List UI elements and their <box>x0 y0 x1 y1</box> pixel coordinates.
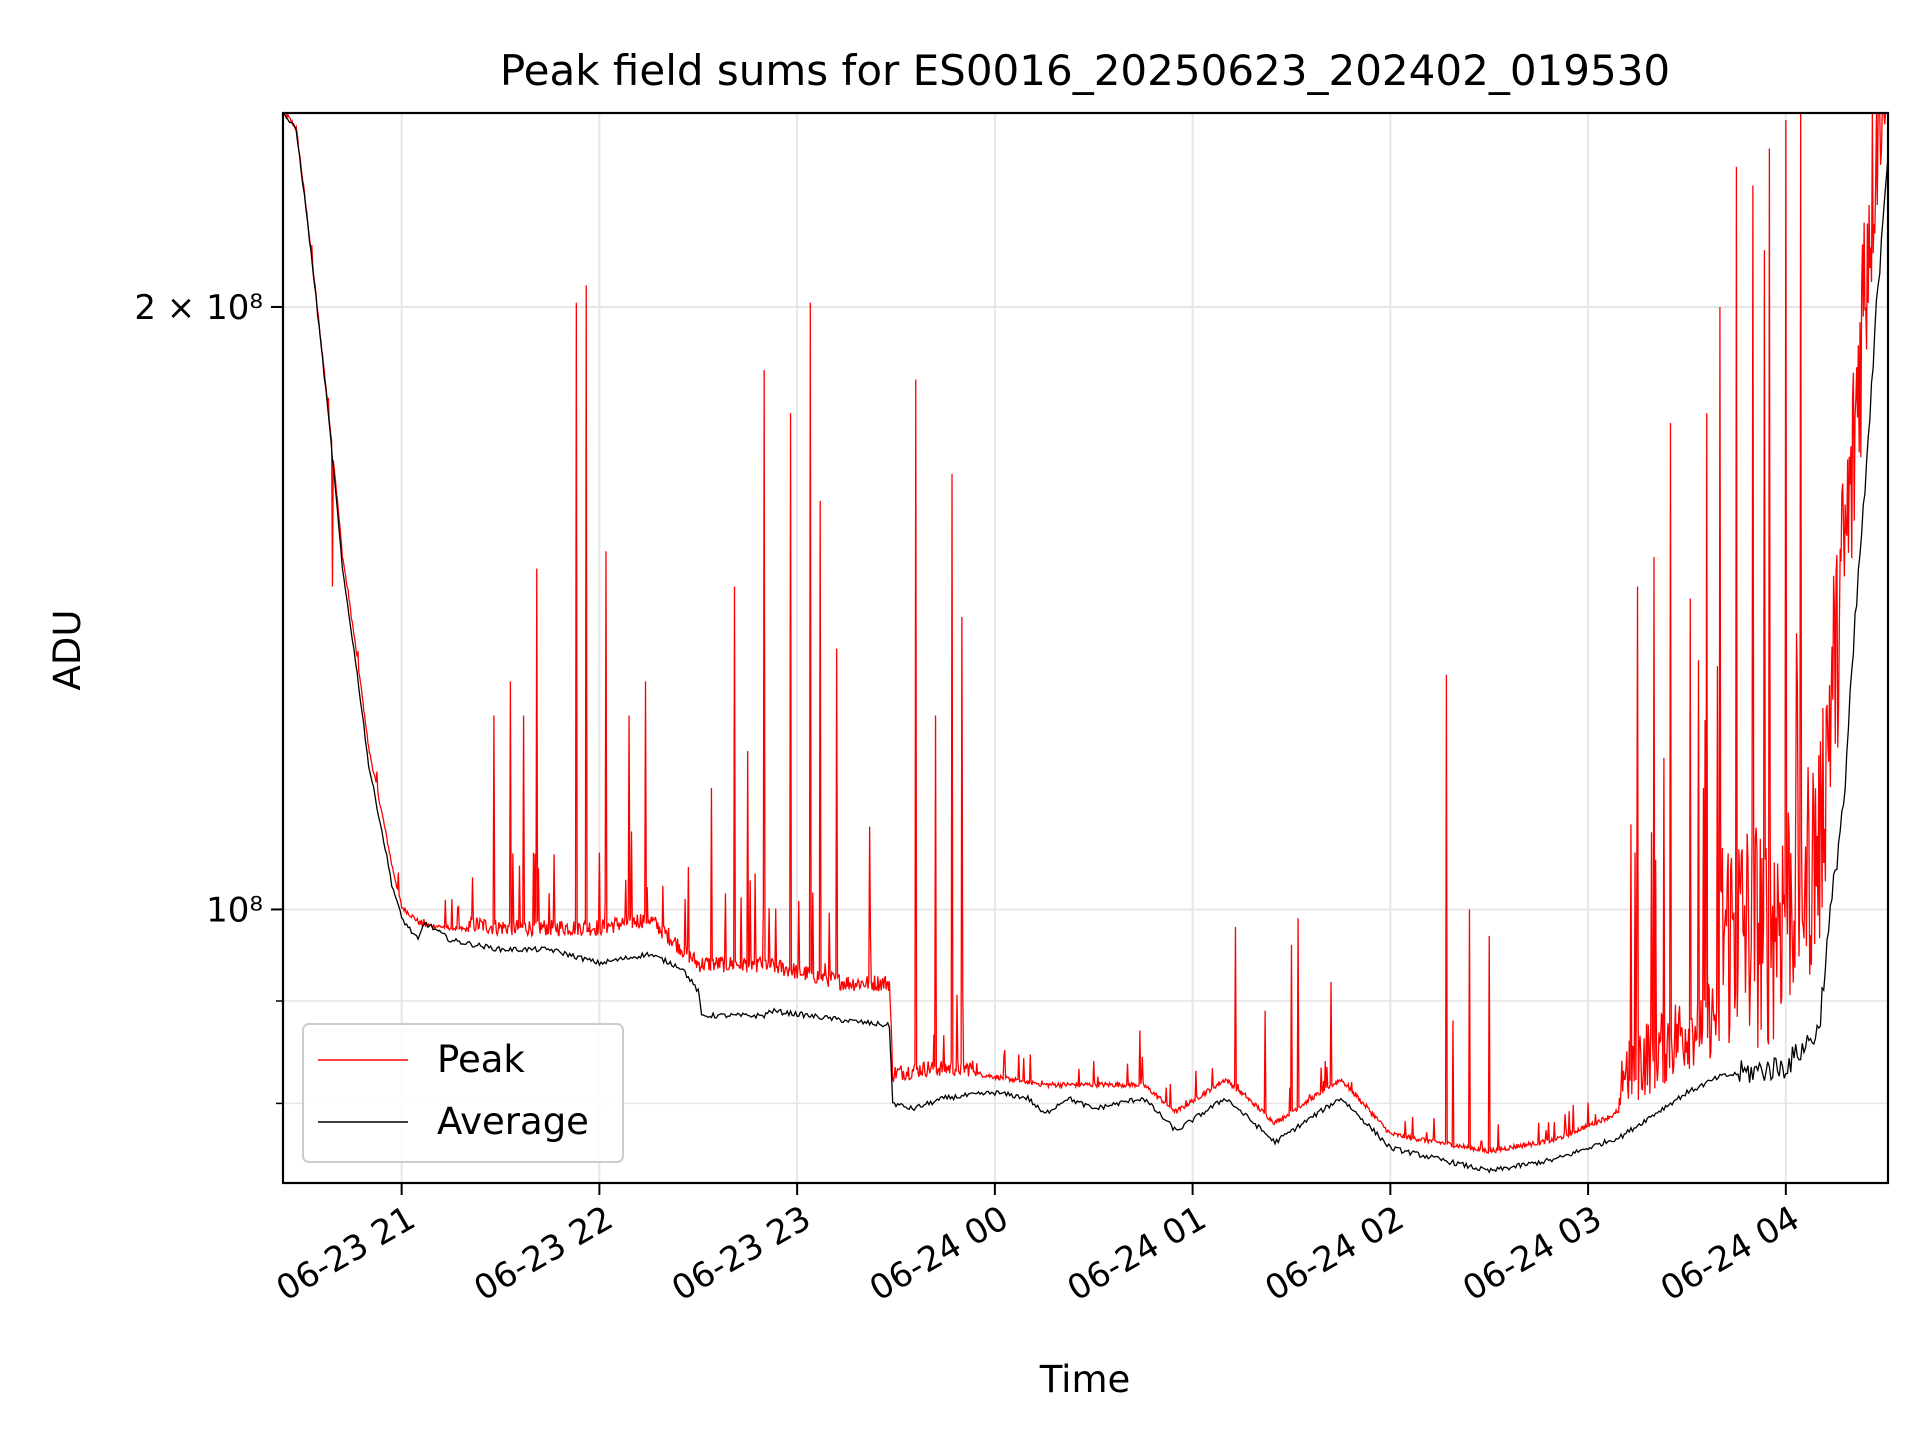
y-tick-label: 2 × 10⁸ <box>134 288 263 328</box>
legend-box <box>302 1023 624 1163</box>
chart-title: Peak field sums for ES0016_20250623_2024… <box>500 46 1670 95</box>
series-average-line <box>283 113 1888 1174</box>
legend-average-label: Average <box>437 1100 589 1143</box>
legend-peak-label: Peak <box>437 1038 525 1081</box>
series-peak-line <box>283 113 1888 1154</box>
series-layer <box>283 113 1888 1174</box>
y-axis-label: ADU <box>46 610 89 691</box>
x-axis-label: Time <box>1039 1358 1131 1401</box>
y-tick-label: 10⁸ <box>206 890 263 930</box>
plot-frame <box>281 111 1890 1185</box>
legend: Peak Average <box>302 1023 624 1163</box>
